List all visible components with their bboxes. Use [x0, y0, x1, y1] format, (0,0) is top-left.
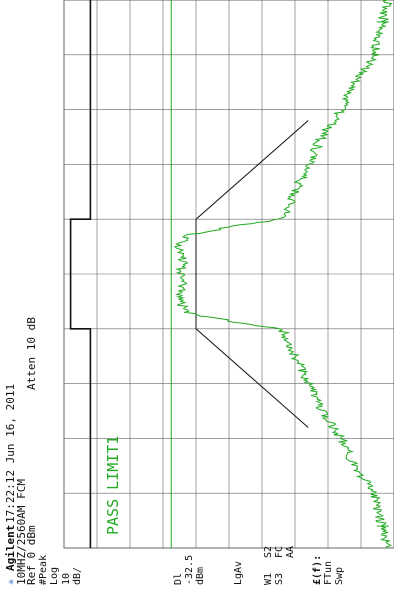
sweep-flags: W1 S2 S3 FC AA: [263, 546, 296, 585]
flag-s3: S3: [274, 573, 285, 585]
datetime: 17:22:12 Jun 16, 2011: [4, 384, 17, 523]
limit-line-1: [69, 0, 92, 548]
average-type: LgAv: [233, 561, 244, 585]
detector-label: #Peak: [38, 555, 49, 585]
scale-type: Log: [49, 567, 60, 585]
brand-group: ✳ Agilent 17:22:12 Jun 16, 2011: [4, 384, 17, 585]
flag-aa: AA: [285, 546, 296, 558]
scale-value: 10: [61, 573, 72, 585]
limit-lines: [69, 0, 309, 548]
flag-w1: W1: [263, 573, 274, 585]
display-line-unit: dBm: [195, 567, 206, 585]
ref-level: Ref 0 dBm: [25, 525, 38, 585]
markers: [376, 21, 389, 527]
pass-status: PASS LIMIT1: [104, 436, 122, 535]
trace-line: [174, 0, 393, 549]
scale-unit: dB/: [72, 567, 83, 585]
function-label: £(f):: [312, 555, 323, 585]
flag-s2: S2: [263, 546, 274, 558]
function-ftun: FTun: [323, 561, 334, 585]
mode-label: 10MHZ/2560AM FCM: [15, 479, 28, 585]
display-line-value: -32.5: [184, 555, 195, 585]
brand-name: Agilent: [4, 525, 17, 571]
display-line-label: Dl: [173, 573, 184, 585]
limit-line-2: [195, 120, 309, 428]
plot-area: [63, 0, 394, 549]
attenuation: Atten 10 dB: [25, 317, 38, 390]
function-swp: Swp: [334, 567, 345, 585]
agilent-logo-icon: ✳: [6, 579, 17, 585]
flag-fc: FC: [274, 546, 285, 558]
